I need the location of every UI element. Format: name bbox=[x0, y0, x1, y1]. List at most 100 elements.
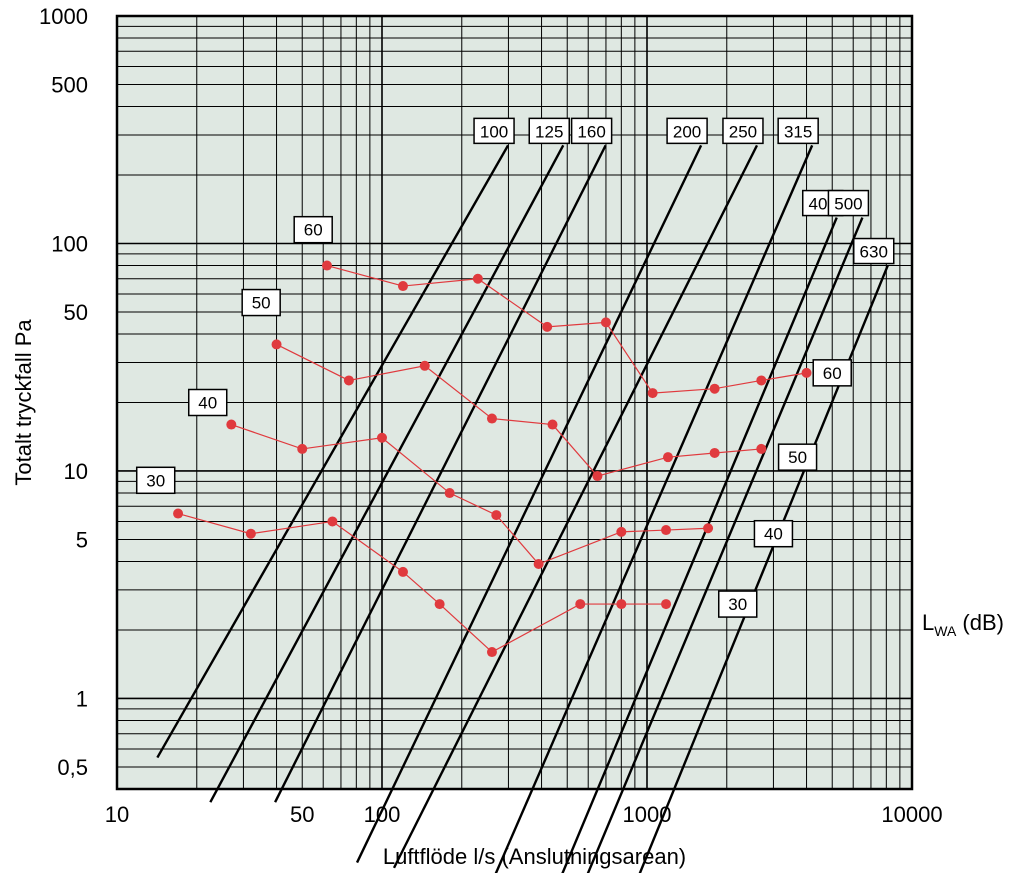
data-point bbox=[575, 599, 586, 610]
duct-size-line bbox=[355, 144, 703, 864]
data-point bbox=[661, 599, 672, 610]
data-point bbox=[343, 375, 354, 386]
x-tick-labels: 10 50 100 1000 10000 bbox=[105, 802, 943, 827]
duct-size-line bbox=[494, 144, 814, 873]
sound-level-label-box bbox=[777, 443, 818, 471]
data-point bbox=[271, 339, 282, 350]
y-tick-label: 1000 bbox=[39, 4, 88, 29]
data-point bbox=[616, 526, 627, 537]
sound-level-label: 30 bbox=[728, 595, 747, 614]
data-point bbox=[486, 647, 497, 658]
duct-size-line bbox=[209, 144, 565, 803]
sound-level-label-box bbox=[135, 466, 176, 495]
duct-size-label: 500 bbox=[834, 195, 862, 214]
data-point bbox=[245, 528, 256, 539]
x-tick-label: 10 bbox=[105, 802, 129, 827]
data-point bbox=[297, 443, 308, 454]
data-point bbox=[173, 508, 184, 519]
duct-size-line bbox=[586, 217, 864, 873]
sound-level-label: 60 bbox=[823, 364, 842, 383]
data-point bbox=[491, 510, 502, 521]
lwa-main: L bbox=[922, 610, 934, 635]
y-tick-label: 100 bbox=[51, 231, 88, 256]
y-tick-label: 5 bbox=[76, 527, 88, 552]
duct-size-line bbox=[274, 144, 607, 803]
data-point bbox=[801, 367, 812, 378]
data-point bbox=[321, 260, 332, 271]
y-axis-label: Totalt tryckfall Pa bbox=[11, 319, 36, 486]
data-point bbox=[547, 419, 558, 430]
duct-size-line bbox=[156, 144, 510, 759]
sound-level-label: 50 bbox=[252, 294, 271, 313]
duct-size-label-box bbox=[827, 189, 870, 217]
duct-size-line bbox=[392, 144, 759, 869]
sound-level-label-box bbox=[241, 288, 281, 317]
data-point bbox=[592, 471, 603, 482]
data-point bbox=[662, 452, 673, 463]
y-tick-label: 1 bbox=[76, 686, 88, 711]
sound-level-series bbox=[173, 260, 812, 658]
duct-size-label: 100 bbox=[480, 122, 508, 141]
duct-size-label-box bbox=[666, 117, 708, 145]
x-tick-label: 50 bbox=[290, 802, 314, 827]
duct-size-label: 630 bbox=[860, 243, 888, 262]
x-axis-label: Luftflöde l/s (Anslutningsarean) bbox=[383, 844, 686, 869]
data-point bbox=[419, 360, 430, 371]
sound-level-label: 40 bbox=[764, 525, 783, 544]
duct-size-label: 200 bbox=[673, 122, 701, 141]
y-tick-label: 50 bbox=[64, 300, 88, 325]
duct-size-label-box bbox=[528, 117, 570, 145]
y-tick-labels: 0,5 1 5 10 50 100 500 1000 bbox=[39, 4, 88, 780]
lwa-subscript: WA bbox=[934, 623, 957, 639]
data-point bbox=[397, 281, 408, 292]
data-point bbox=[661, 525, 672, 536]
duct-size-label: 160 bbox=[577, 122, 605, 141]
x-tick-label: 100 bbox=[364, 802, 401, 827]
sound-level-label: 30 bbox=[146, 471, 165, 490]
data-point bbox=[709, 383, 720, 394]
duct-size-label: 315 bbox=[784, 122, 812, 141]
y-tick-label: 10 bbox=[64, 459, 88, 484]
data-point bbox=[327, 516, 338, 527]
data-point bbox=[472, 273, 483, 284]
duct-size-label-box bbox=[722, 117, 764, 145]
duct-size-label: 250 bbox=[729, 122, 757, 141]
y-tick-label: 0,5 bbox=[57, 755, 88, 780]
duct-size-label-box bbox=[852, 237, 895, 265]
data-point bbox=[486, 413, 497, 424]
y-tick-label: 500 bbox=[51, 72, 88, 97]
plot-frame bbox=[115, 14, 914, 791]
data-point bbox=[533, 559, 544, 570]
sound-level-labels: 60 50 40 30 60 50 40 30 bbox=[135, 215, 852, 618]
data-point bbox=[703, 523, 714, 534]
lwa-db-label: LWA (dB) bbox=[922, 610, 1004, 639]
grid bbox=[117, 16, 912, 790]
duct-size-line bbox=[561, 217, 838, 873]
data-point bbox=[377, 432, 387, 443]
x-tick-label: 10000 bbox=[881, 802, 942, 827]
data-point bbox=[756, 375, 767, 386]
sound-level-label: 40 bbox=[198, 394, 217, 413]
lwa-unit: (dB) bbox=[956, 610, 1004, 635]
data-point bbox=[542, 321, 553, 332]
data-point bbox=[709, 447, 720, 458]
data-point bbox=[600, 317, 611, 328]
data-point bbox=[647, 388, 658, 399]
data-point bbox=[616, 599, 627, 610]
sound-level-label: 50 bbox=[788, 448, 807, 467]
duct-size-label-box bbox=[777, 117, 819, 145]
x-tick-label: 1000 bbox=[623, 802, 672, 827]
data-point bbox=[444, 488, 455, 499]
sound-level-label-box bbox=[293, 215, 333, 244]
duct-size-label-box bbox=[473, 117, 515, 145]
data-point bbox=[226, 419, 237, 430]
data-point bbox=[397, 566, 408, 577]
data-point bbox=[756, 443, 767, 454]
sound-level-label-box bbox=[812, 359, 852, 387]
duct-size-label: 125 bbox=[535, 122, 563, 141]
sound-level-label-box bbox=[753, 519, 794, 548]
sound-level-label-box bbox=[717, 590, 758, 618]
sound-level-label-box bbox=[187, 388, 228, 417]
data-point bbox=[434, 599, 445, 610]
